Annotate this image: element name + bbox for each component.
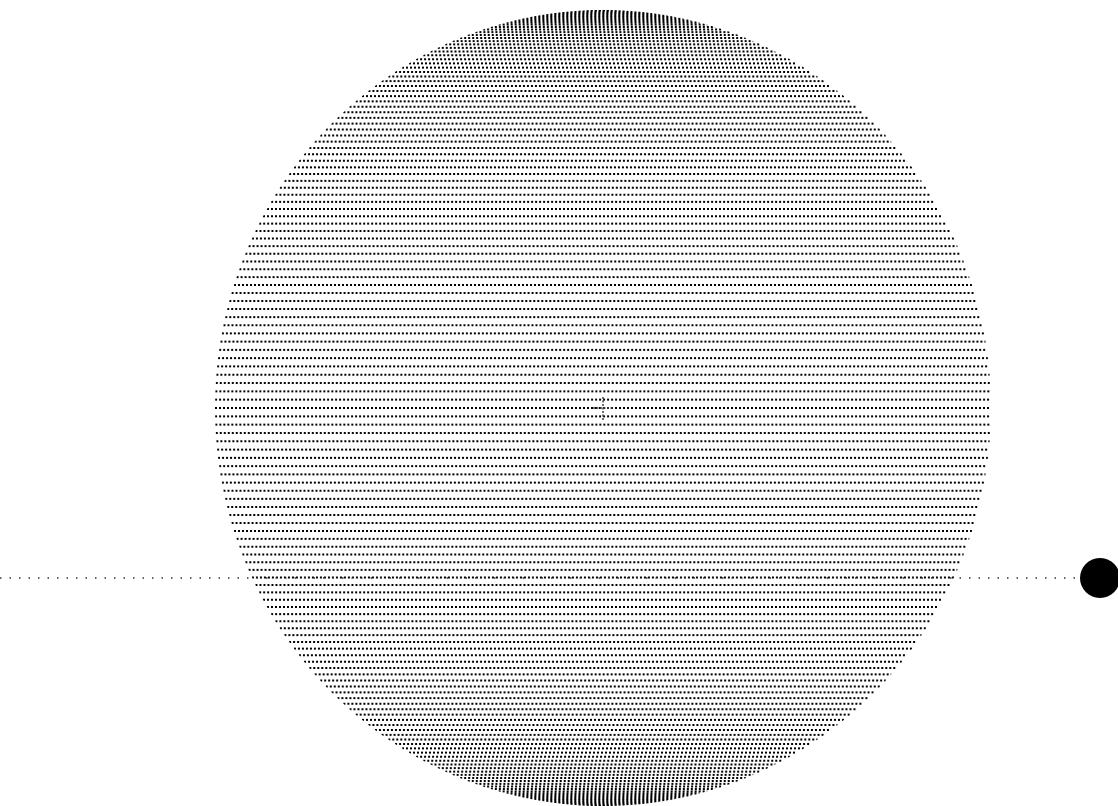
sphere bbox=[215, 10, 991, 806]
center-crosshair bbox=[593, 397, 613, 420]
moon bbox=[1080, 558, 1118, 598]
